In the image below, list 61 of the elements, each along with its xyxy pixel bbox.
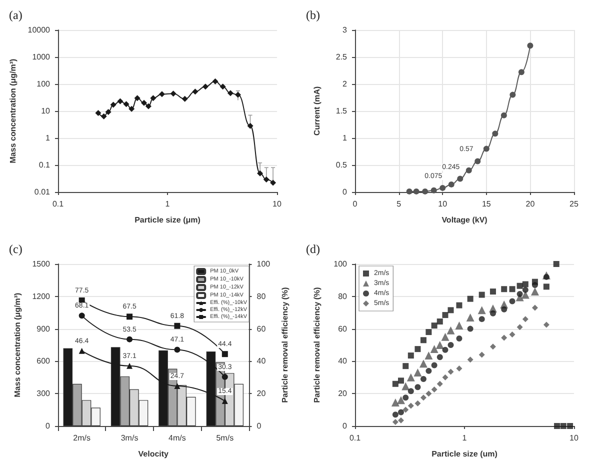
- y-tick-label: 0: [342, 188, 348, 196]
- y-tick-label: 0.1: [38, 160, 51, 170]
- x-tick-label: 15: [482, 200, 492, 208]
- y-tick-label: 80: [338, 292, 348, 301]
- x-tick-label: 5: [396, 200, 402, 208]
- y2-axis-title: Particle removal efficiency (%): [280, 286, 290, 403]
- x-tick-label: 10: [272, 200, 282, 208]
- x-axis-title: Voltage (kV): [442, 216, 488, 224]
- y-tick-label: 60: [338, 324, 348, 334]
- chart-title: (d): [306, 242, 320, 256]
- y-tick-label: 1: [342, 134, 348, 142]
- x-axis-title: Velocity: [138, 450, 170, 458]
- y-tick-label: 0: [46, 422, 51, 430]
- x-tick-label: 4m/s: [168, 434, 186, 442]
- y-axis-title: Mass concentration (μg/m³): [8, 58, 18, 164]
- y-tick-label: 0.5: [336, 160, 348, 170]
- y-tick-label: 100: [334, 260, 348, 268]
- y-tick-label: 100: [36, 80, 51, 88]
- x-tick-label: 5m/s: [216, 434, 234, 442]
- y-tick-label: 10: [41, 106, 51, 116]
- x-tick-label: 1: [165, 200, 170, 208]
- x-tick-label: 25: [570, 200, 579, 208]
- x-tick-label: 3m/s: [120, 434, 138, 442]
- y-tick-label: 1000: [32, 52, 51, 62]
- chart-title: (c): [9, 242, 22, 256]
- y2-tick-label: 80: [256, 292, 266, 301]
- y-tick-label: 40: [338, 356, 348, 366]
- y-tick-label: 1500: [32, 260, 51, 268]
- y-axis-title: Particle removal efficiency (%): [312, 286, 322, 403]
- y-axis-title: Current (mA): [312, 86, 322, 136]
- x-tick-label: 1: [462, 434, 468, 442]
- x-tick-label: 0: [352, 200, 358, 208]
- x-tick-label: 10: [570, 434, 579, 442]
- x-tick-label: 10: [438, 200, 448, 208]
- y-tick-label: 3: [342, 26, 348, 34]
- x-tick-label: 0.1: [52, 200, 64, 208]
- y-tick-label: 900: [36, 324, 51, 334]
- y-tick-label: 2: [342, 80, 348, 88]
- chart-title: (b): [306, 8, 320, 22]
- y2-tick-label: 40: [256, 356, 266, 366]
- y-tick-label: 1.5: [336, 106, 348, 116]
- x-axis-title: Particle size (um): [432, 450, 498, 458]
- y-axis-title: Mass concentration (μg/m³): [12, 292, 22, 398]
- x-tick-label: 0.1: [349, 434, 362, 442]
- x-tick-label: 20: [526, 200, 536, 208]
- y-tick-label: 10000: [28, 26, 51, 34]
- y-tick-label: 0.01: [34, 188, 51, 196]
- y2-tick-label: 0: [256, 422, 262, 430]
- chart-title: (a): [9, 8, 22, 22]
- y-tick-label: 600: [36, 356, 51, 366]
- y-tick-label: 1: [46, 134, 51, 142]
- y-tick-label: 300: [36, 389, 51, 398]
- x-tick-label: 2m/s: [73, 434, 91, 442]
- y-tick-label: 2.5: [336, 52, 348, 62]
- y-tick-label: 0: [342, 422, 348, 430]
- y2-tick-label: 100: [256, 260, 271, 268]
- y-tick-label: 1200: [32, 292, 51, 301]
- y2-tick-label: 20: [256, 389, 266, 398]
- x-axis-title: Particle size (μm): [134, 216, 201, 224]
- y-tick-label: 20: [338, 389, 348, 398]
- y2-tick-label: 60: [256, 324, 266, 334]
